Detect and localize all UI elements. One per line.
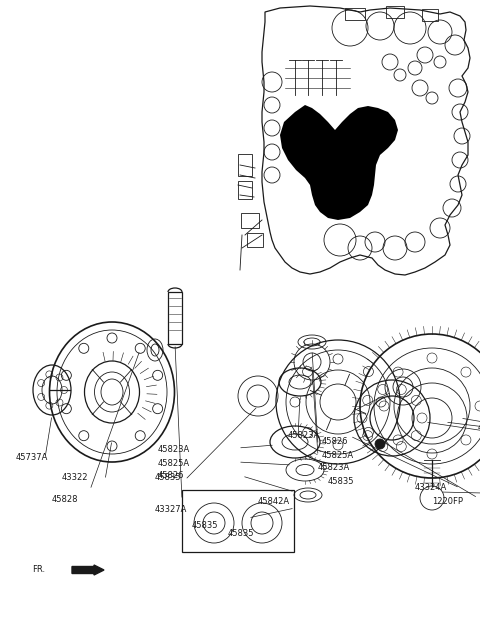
- Text: 45737A: 45737A: [16, 453, 48, 462]
- Text: 45835: 45835: [192, 521, 218, 530]
- Bar: [247, 233, 263, 247]
- PathPatch shape: [262, 6, 470, 275]
- Text: 45835: 45835: [228, 529, 254, 538]
- Text: 45828: 45828: [52, 496, 79, 505]
- Text: 45823A: 45823A: [158, 446, 190, 455]
- Text: 45826: 45826: [322, 437, 348, 446]
- Bar: [238, 154, 252, 176]
- FancyArrow shape: [72, 565, 104, 575]
- Text: 45825A: 45825A: [158, 458, 190, 467]
- Bar: [168, 292, 182, 344]
- Text: 43327A: 43327A: [155, 505, 187, 514]
- Text: 45826: 45826: [158, 471, 184, 480]
- Text: 43324A: 43324A: [415, 484, 447, 493]
- Text: 45823A: 45823A: [318, 464, 350, 473]
- Text: 43322: 43322: [62, 473, 88, 482]
- Circle shape: [375, 439, 385, 449]
- Text: 45737A: 45737A: [478, 424, 480, 433]
- Bar: [386, 6, 404, 18]
- Bar: [241, 212, 259, 228]
- Text: 1220FP: 1220FP: [432, 498, 463, 507]
- Text: 45842A: 45842A: [258, 498, 290, 507]
- Text: 45825A: 45825A: [322, 451, 354, 460]
- Text: FR.: FR.: [32, 565, 45, 574]
- Bar: [345, 8, 365, 20]
- Bar: [182, 490, 294, 552]
- Polygon shape: [280, 105, 398, 220]
- Bar: [422, 9, 438, 21]
- Bar: [238, 181, 252, 199]
- Text: 45823A: 45823A: [288, 431, 320, 440]
- Text: 45835: 45835: [328, 478, 355, 487]
- Text: 45835: 45835: [155, 473, 181, 482]
